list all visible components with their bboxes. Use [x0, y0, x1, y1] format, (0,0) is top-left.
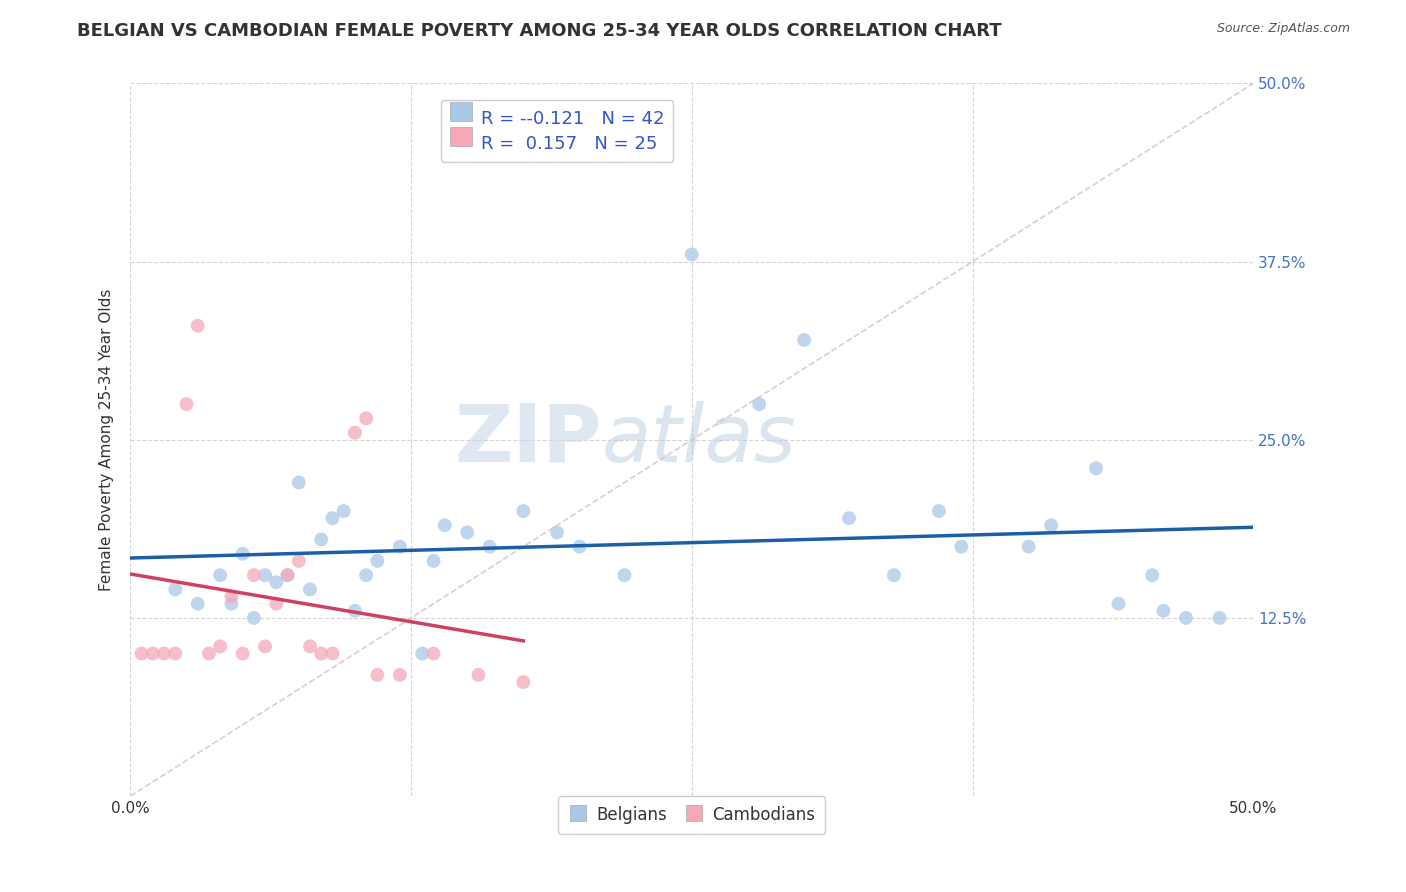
- Point: [187, 597, 209, 611]
- Point: [332, 504, 354, 518]
- Point: [366, 554, 388, 568]
- Point: [287, 554, 309, 568]
- Point: [221, 590, 243, 604]
- Point: [613, 568, 636, 582]
- Point: [254, 640, 277, 654]
- Point: [221, 597, 243, 611]
- Point: [1152, 604, 1174, 618]
- Point: [681, 247, 703, 261]
- Point: [950, 540, 973, 554]
- Point: [1208, 611, 1230, 625]
- Point: [1174, 611, 1197, 625]
- Point: [243, 611, 266, 625]
- Point: [512, 504, 534, 518]
- Point: [1108, 597, 1130, 611]
- Point: [467, 668, 489, 682]
- Point: [266, 575, 288, 590]
- Text: ZIP: ZIP: [454, 401, 602, 479]
- Point: [277, 568, 299, 582]
- Point: [456, 525, 478, 540]
- Point: [232, 647, 254, 661]
- Point: [266, 597, 288, 611]
- Legend: Belgians, Cambodians: Belgians, Cambodians: [558, 796, 825, 834]
- Point: [1085, 461, 1108, 475]
- Point: [354, 411, 377, 425]
- Point: [928, 504, 950, 518]
- Point: [153, 647, 176, 661]
- Point: [354, 568, 377, 582]
- Point: [512, 675, 534, 690]
- Point: [131, 647, 153, 661]
- Point: [388, 668, 411, 682]
- Point: [366, 668, 388, 682]
- Point: [1018, 540, 1040, 554]
- Point: [232, 547, 254, 561]
- Point: [142, 647, 165, 661]
- Point: [1140, 568, 1163, 582]
- Point: [187, 318, 209, 333]
- Point: [209, 568, 232, 582]
- Point: [277, 568, 299, 582]
- Point: [298, 582, 321, 597]
- Point: [568, 540, 591, 554]
- Point: [198, 647, 221, 661]
- Point: [748, 397, 770, 411]
- Y-axis label: Female Poverty Among 25-34 Year Olds: Female Poverty Among 25-34 Year Olds: [100, 289, 114, 591]
- Point: [838, 511, 860, 525]
- Point: [478, 540, 501, 554]
- Text: BELGIAN VS CAMBODIAN FEMALE POVERTY AMONG 25-34 YEAR OLDS CORRELATION CHART: BELGIAN VS CAMBODIAN FEMALE POVERTY AMON…: [77, 22, 1002, 40]
- Point: [411, 647, 433, 661]
- Point: [298, 640, 321, 654]
- Point: [883, 568, 905, 582]
- Point: [321, 511, 343, 525]
- Point: [343, 604, 366, 618]
- Point: [433, 518, 456, 533]
- Point: [343, 425, 366, 440]
- Point: [176, 397, 198, 411]
- Point: [422, 554, 444, 568]
- Point: [321, 647, 343, 661]
- Point: [793, 333, 815, 347]
- Point: [422, 647, 444, 661]
- Point: [546, 525, 568, 540]
- Text: atlas: atlas: [602, 401, 797, 479]
- Point: [309, 533, 332, 547]
- Point: [165, 647, 187, 661]
- Point: [165, 582, 187, 597]
- Point: [243, 568, 266, 582]
- Point: [209, 640, 232, 654]
- Point: [254, 568, 277, 582]
- Point: [388, 540, 411, 554]
- Point: [309, 647, 332, 661]
- Text: Source: ZipAtlas.com: Source: ZipAtlas.com: [1216, 22, 1350, 36]
- Point: [287, 475, 309, 490]
- Point: [1040, 518, 1063, 533]
